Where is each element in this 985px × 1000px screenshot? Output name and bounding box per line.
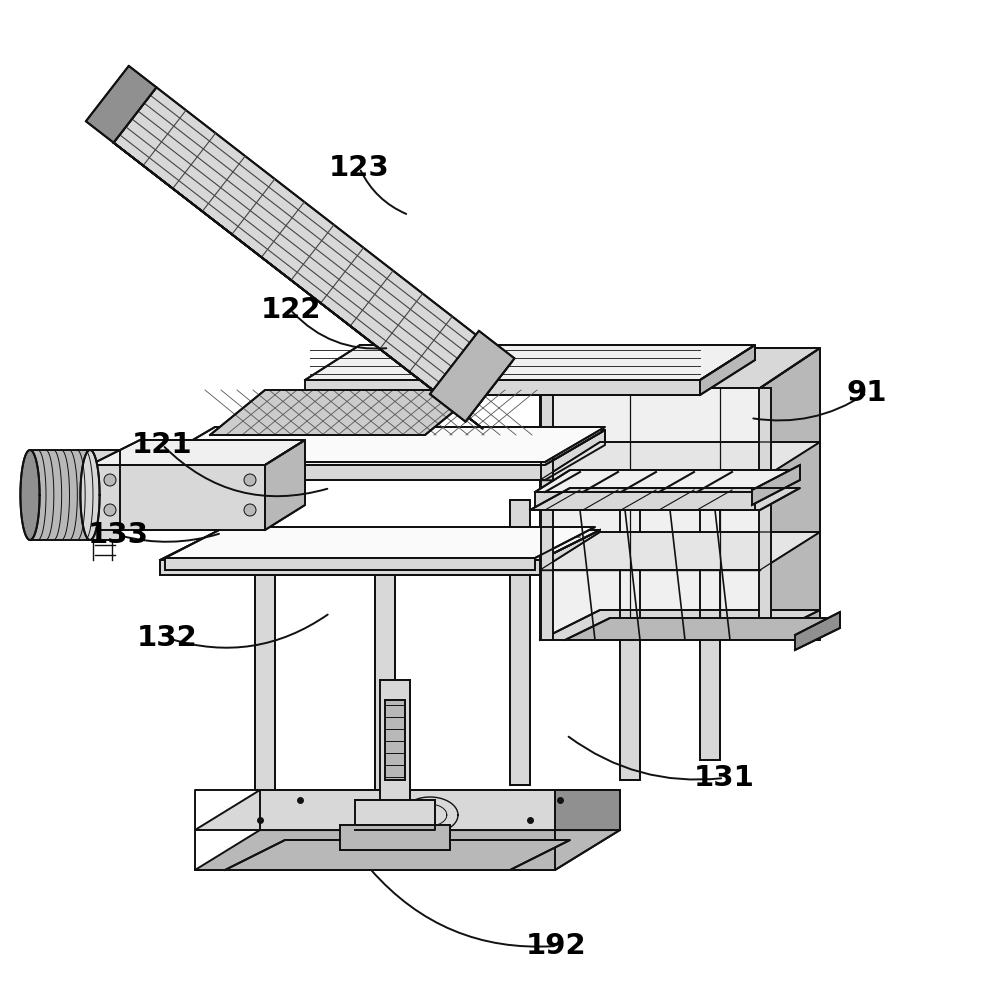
Polygon shape xyxy=(700,345,755,395)
Polygon shape xyxy=(86,66,157,143)
Polygon shape xyxy=(90,465,265,530)
Circle shape xyxy=(244,504,256,516)
Text: 192: 192 xyxy=(526,932,587,960)
Polygon shape xyxy=(535,492,755,510)
Polygon shape xyxy=(265,440,305,530)
Polygon shape xyxy=(385,700,405,780)
Polygon shape xyxy=(535,470,790,492)
Polygon shape xyxy=(700,490,720,760)
Polygon shape xyxy=(30,450,90,540)
Text: 123: 123 xyxy=(329,154,390,182)
Polygon shape xyxy=(540,532,820,570)
Polygon shape xyxy=(113,143,483,429)
Polygon shape xyxy=(429,331,514,422)
Polygon shape xyxy=(752,465,800,505)
Circle shape xyxy=(104,504,116,516)
Polygon shape xyxy=(210,390,480,435)
Text: 122: 122 xyxy=(260,296,321,324)
Polygon shape xyxy=(195,830,620,870)
Polygon shape xyxy=(540,388,760,640)
Polygon shape xyxy=(195,790,620,830)
Polygon shape xyxy=(565,618,840,640)
Polygon shape xyxy=(795,612,840,650)
Polygon shape xyxy=(160,530,600,575)
Text: 133: 133 xyxy=(88,521,149,549)
Polygon shape xyxy=(87,450,120,540)
Polygon shape xyxy=(540,348,820,388)
Polygon shape xyxy=(165,558,535,570)
Polygon shape xyxy=(620,510,640,780)
Polygon shape xyxy=(305,380,700,395)
Text: 91: 91 xyxy=(846,379,887,407)
Polygon shape xyxy=(380,680,410,800)
Circle shape xyxy=(244,474,256,486)
Polygon shape xyxy=(155,427,605,462)
Polygon shape xyxy=(540,442,820,480)
Polygon shape xyxy=(113,87,511,418)
Polygon shape xyxy=(555,790,620,830)
Circle shape xyxy=(104,474,116,486)
Polygon shape xyxy=(540,610,820,640)
Polygon shape xyxy=(90,440,305,465)
Polygon shape xyxy=(81,450,99,540)
Polygon shape xyxy=(165,527,595,558)
Polygon shape xyxy=(759,388,771,640)
Polygon shape xyxy=(375,530,395,790)
Polygon shape xyxy=(160,530,600,560)
Polygon shape xyxy=(541,388,553,640)
Polygon shape xyxy=(510,500,530,785)
Text: 132: 132 xyxy=(137,624,198,652)
Polygon shape xyxy=(155,430,605,480)
Polygon shape xyxy=(340,825,450,850)
Polygon shape xyxy=(530,488,800,510)
Text: 131: 131 xyxy=(693,764,755,792)
Polygon shape xyxy=(305,345,755,380)
Polygon shape xyxy=(225,840,570,870)
Polygon shape xyxy=(155,430,605,465)
Polygon shape xyxy=(21,450,39,540)
Polygon shape xyxy=(355,800,435,830)
Text: 121: 121 xyxy=(132,431,193,459)
Polygon shape xyxy=(760,348,820,640)
Polygon shape xyxy=(255,530,275,790)
